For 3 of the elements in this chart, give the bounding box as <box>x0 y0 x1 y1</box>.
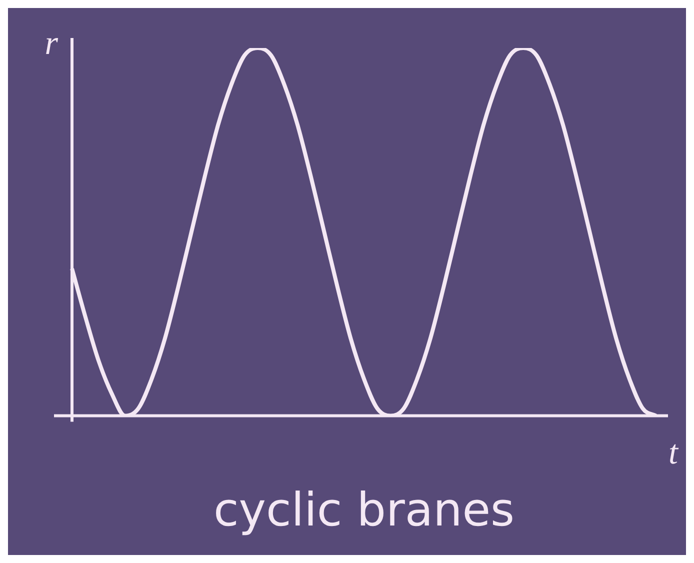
y-axis-title: r <box>44 24 59 62</box>
x-axis-title: t <box>668 434 680 472</box>
text: cyclic branes <box>214 482 514 536</box>
